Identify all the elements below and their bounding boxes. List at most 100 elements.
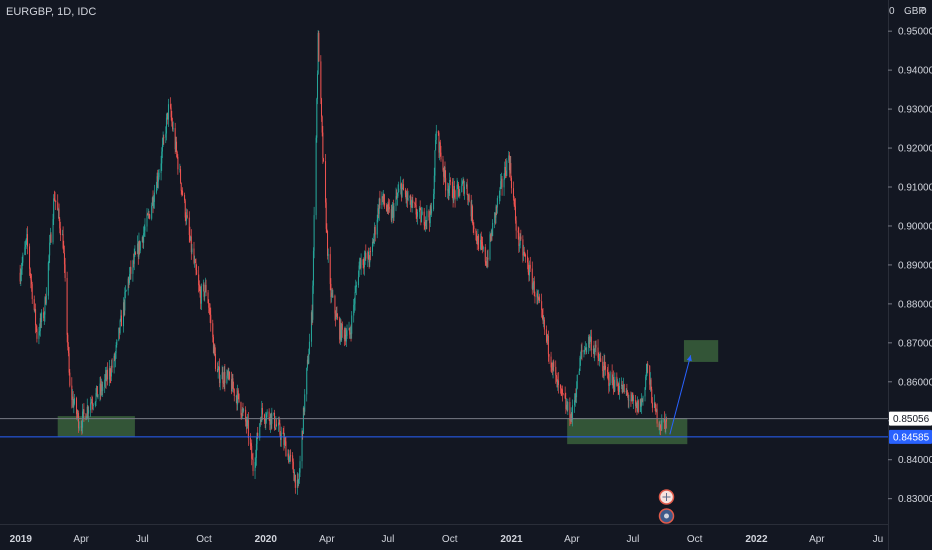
candle-body (589, 338, 591, 345)
y-tick-label: 0.88000 (898, 299, 932, 310)
candle-body (594, 349, 596, 355)
candle-body (665, 418, 667, 429)
candle-body (512, 188, 514, 198)
candle-body (595, 344, 597, 348)
candle-body (627, 394, 629, 401)
candle-body (617, 384, 619, 391)
symbol-title[interactable]: EURGBP, 1D, IDC (6, 6, 97, 18)
candle-body (288, 457, 290, 462)
y-tick-label: 0.84000 (898, 455, 932, 466)
candle-body (533, 281, 535, 296)
price-label-0: 0.85056 (893, 414, 930, 425)
candle-body (38, 331, 40, 339)
zone-rect-2[interactable] (683, 340, 719, 362)
candle-body (53, 198, 55, 220)
candle-body (529, 264, 531, 269)
candle-body (602, 370, 604, 377)
candle-body (235, 395, 237, 397)
candle-body (617, 384, 619, 386)
candle-body (430, 206, 432, 214)
candle-body (27, 234, 29, 247)
candle-body (504, 166, 506, 179)
zone-rect-1[interactable] (567, 418, 688, 445)
candle-body (30, 275, 32, 281)
candle-body (39, 318, 41, 332)
candle-body (490, 234, 492, 240)
candle-body (345, 335, 347, 342)
candle-body (265, 420, 267, 423)
candle-body (637, 400, 639, 412)
candle-body (588, 336, 590, 345)
candle-body (631, 394, 633, 401)
candle-body (518, 232, 520, 246)
candle-body (52, 219, 54, 243)
candle-body (129, 267, 131, 275)
candle-body (325, 161, 327, 203)
candle-body (308, 341, 310, 355)
candle-body (259, 419, 261, 424)
candle-body (316, 73, 318, 99)
candle-body (354, 291, 356, 304)
candle-body (139, 240, 141, 251)
candle-body (327, 231, 329, 256)
candle-body (330, 283, 332, 297)
candle-body (542, 315, 544, 322)
candle-body (514, 204, 516, 207)
candle-body (387, 203, 389, 212)
candle-body (611, 372, 613, 383)
candle-body (63, 248, 65, 254)
candle-body (658, 423, 660, 428)
candle-body (133, 260, 135, 264)
candle-body (269, 419, 271, 425)
candle-body (236, 395, 238, 405)
candle-body (274, 413, 276, 428)
candle-body (249, 437, 251, 445)
candle-body (310, 312, 312, 342)
candle-body (307, 359, 309, 364)
candle-body (180, 169, 182, 183)
candle-body (660, 427, 662, 430)
candle-body (294, 474, 296, 481)
candle-body (280, 432, 282, 440)
candle-body (576, 388, 578, 398)
candle-body (80, 426, 82, 428)
candle-body (438, 133, 440, 153)
candle-body (325, 202, 327, 229)
candle-body (116, 340, 118, 345)
candle-body (174, 128, 176, 150)
candle-body (340, 322, 342, 340)
candle-body (609, 372, 611, 386)
candle-body (29, 268, 31, 276)
candle-body (315, 137, 317, 216)
candle-body (635, 400, 637, 407)
x-tick-label: Jul (627, 534, 640, 545)
candle-body (386, 210, 388, 212)
candle-body (177, 156, 179, 170)
candle-body (350, 332, 352, 334)
candle-body (256, 432, 258, 444)
candle-body (223, 371, 225, 384)
x-tick-label: 2022 (745, 534, 768, 545)
candle-body (20, 274, 22, 282)
candle-body (67, 346, 69, 354)
candle-body (24, 247, 26, 255)
candle-body (252, 459, 254, 472)
candle-body (212, 323, 214, 338)
candle-body (283, 434, 285, 445)
y-tick-label: 0.87000 (898, 338, 932, 349)
zone-rect-0[interactable] (57, 416, 135, 437)
candle-body (357, 276, 359, 286)
x-tick-label: Oct (687, 534, 703, 545)
candle-body (243, 409, 245, 411)
trend-arrow[interactable] (669, 355, 692, 435)
candle-body (396, 195, 398, 198)
candle-body (130, 267, 132, 274)
candle-body (111, 365, 113, 368)
candle-body (360, 259, 362, 268)
candle-body (584, 350, 586, 351)
candle-body (457, 184, 459, 186)
candle-body (77, 413, 79, 415)
candle-body (109, 368, 111, 377)
candle-body (118, 327, 120, 341)
